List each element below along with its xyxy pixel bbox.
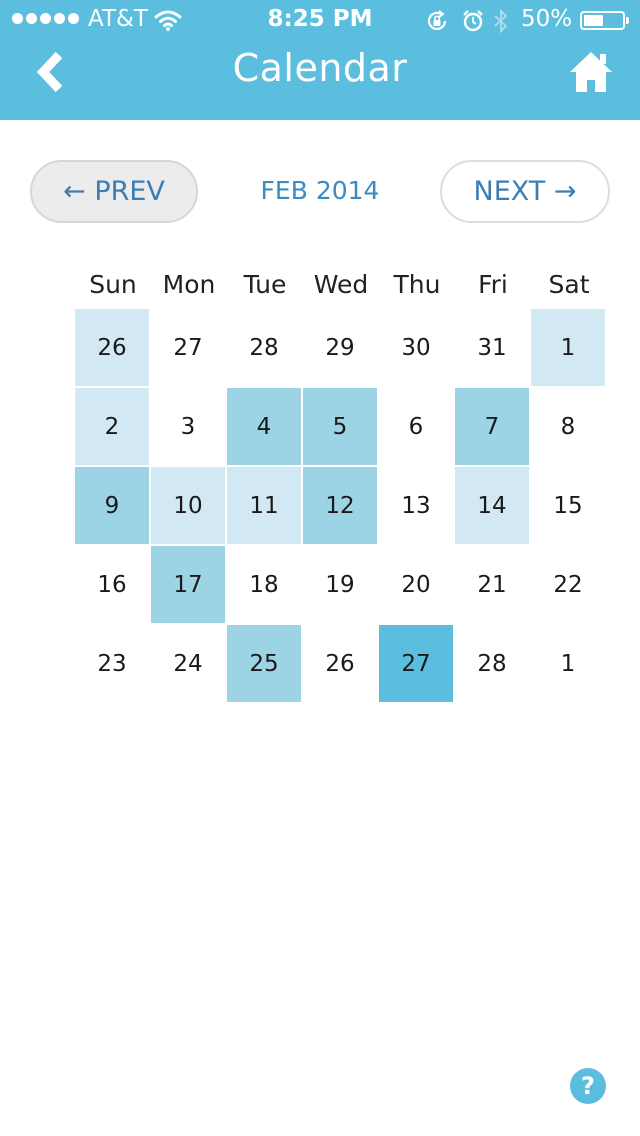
weekday-header: Sun Mon Tue Wed Thu Fri Sat <box>75 270 607 299</box>
home-icon[interactable] <box>568 50 614 94</box>
calendar-day[interactable]: 21 <box>455 546 531 625</box>
battery-icon <box>580 11 629 30</box>
calendar-day[interactable]: 19 <box>303 546 379 625</box>
calendar-day[interactable]: 31 <box>455 309 531 388</box>
prev-month-button[interactable]: ← PREV <box>30 160 198 223</box>
help-icon[interactable]: ? <box>570 1068 606 1104</box>
calendar-day[interactable]: 28 <box>455 625 531 704</box>
calendar-day[interactable]: 22 <box>531 546 607 625</box>
calendar-day[interactable]: 23 <box>75 625 151 704</box>
weekday-label: Mon <box>162 270 216 299</box>
alarm-icon <box>463 10 483 32</box>
signal-dots-icon <box>12 13 79 24</box>
calendar-day[interactable]: 1 <box>531 625 607 704</box>
calendar-day[interactable]: 29 <box>303 309 379 388</box>
next-month-button[interactable]: NEXT → <box>440 160 610 223</box>
calendar-day[interactable]: 7 <box>455 388 531 467</box>
calendar-day[interactable]: 16 <box>75 546 151 625</box>
weekday-label: Wed <box>313 270 369 299</box>
calendar-day[interactable]: 18 <box>227 546 303 625</box>
calendar-day[interactable]: 26 <box>75 309 151 388</box>
calendar-day[interactable]: 20 <box>379 546 455 625</box>
chevron-left-icon[interactable] <box>32 50 72 94</box>
calendar-day[interactable]: 10 <box>151 467 227 546</box>
calendar-day[interactable]: 27 <box>151 309 227 388</box>
weekday-label: Tue <box>243 270 287 299</box>
weekday-label: Thu <box>393 270 441 299</box>
calendar-day[interactable]: 14 <box>455 467 531 546</box>
calendar-day[interactable]: 11 <box>227 467 303 546</box>
current-month-label: FEB 2014 <box>260 176 380 205</box>
calendar-day[interactable]: 27 <box>379 625 455 704</box>
page-title: Calendar <box>232 46 408 90</box>
calendar-day[interactable]: 8 <box>531 388 607 467</box>
calendar-day[interactable]: 1 <box>531 309 607 388</box>
calendar-day[interactable]: 15 <box>531 467 607 546</box>
status-bar: AT&T 8:25 PM 50 <box>0 0 640 40</box>
weekday-label: Sat <box>548 270 590 299</box>
wifi-icon <box>154 10 182 31</box>
calendar-day[interactable]: 12 <box>303 467 379 546</box>
calendar-day[interactable]: 4 <box>227 388 303 467</box>
calendar-day[interactable]: 30 <box>379 309 455 388</box>
top-bar: AT&T 8:25 PM 50 <box>0 0 640 120</box>
bluetooth-icon <box>494 9 508 33</box>
calendar-day[interactable]: 25 <box>227 625 303 704</box>
calendar-day[interactable]: 3 <box>151 388 227 467</box>
calendar-day[interactable]: 9 <box>75 467 151 546</box>
weekday-label: Fri <box>478 270 508 299</box>
weekday-label: Sun <box>89 270 137 299</box>
calendar-day[interactable]: 17 <box>151 546 227 625</box>
rotation-lock-icon <box>427 10 447 30</box>
calendar-day[interactable]: 5 <box>303 388 379 467</box>
calendar-day[interactable]: 24 <box>151 625 227 704</box>
calendar-day[interactable]: 28 <box>227 309 303 388</box>
calendar-day[interactable]: 26 <box>303 625 379 704</box>
calendar-grid: 26 27 28 29 30 31 1 2 3 4 5 6 7 8 9 10 11 12 13 14 15 16 17 18 1… <box>75 309 607 704</box>
carrier-name: AT&T <box>88 6 148 32</box>
calendar-day[interactable]: 6 <box>379 388 455 467</box>
calendar-day[interactable]: 13 <box>379 467 455 546</box>
battery-percent: 50% <box>521 6 573 32</box>
status-time: 8:25 PM <box>267 6 373 32</box>
calendar-day[interactable]: 2 <box>75 388 151 467</box>
